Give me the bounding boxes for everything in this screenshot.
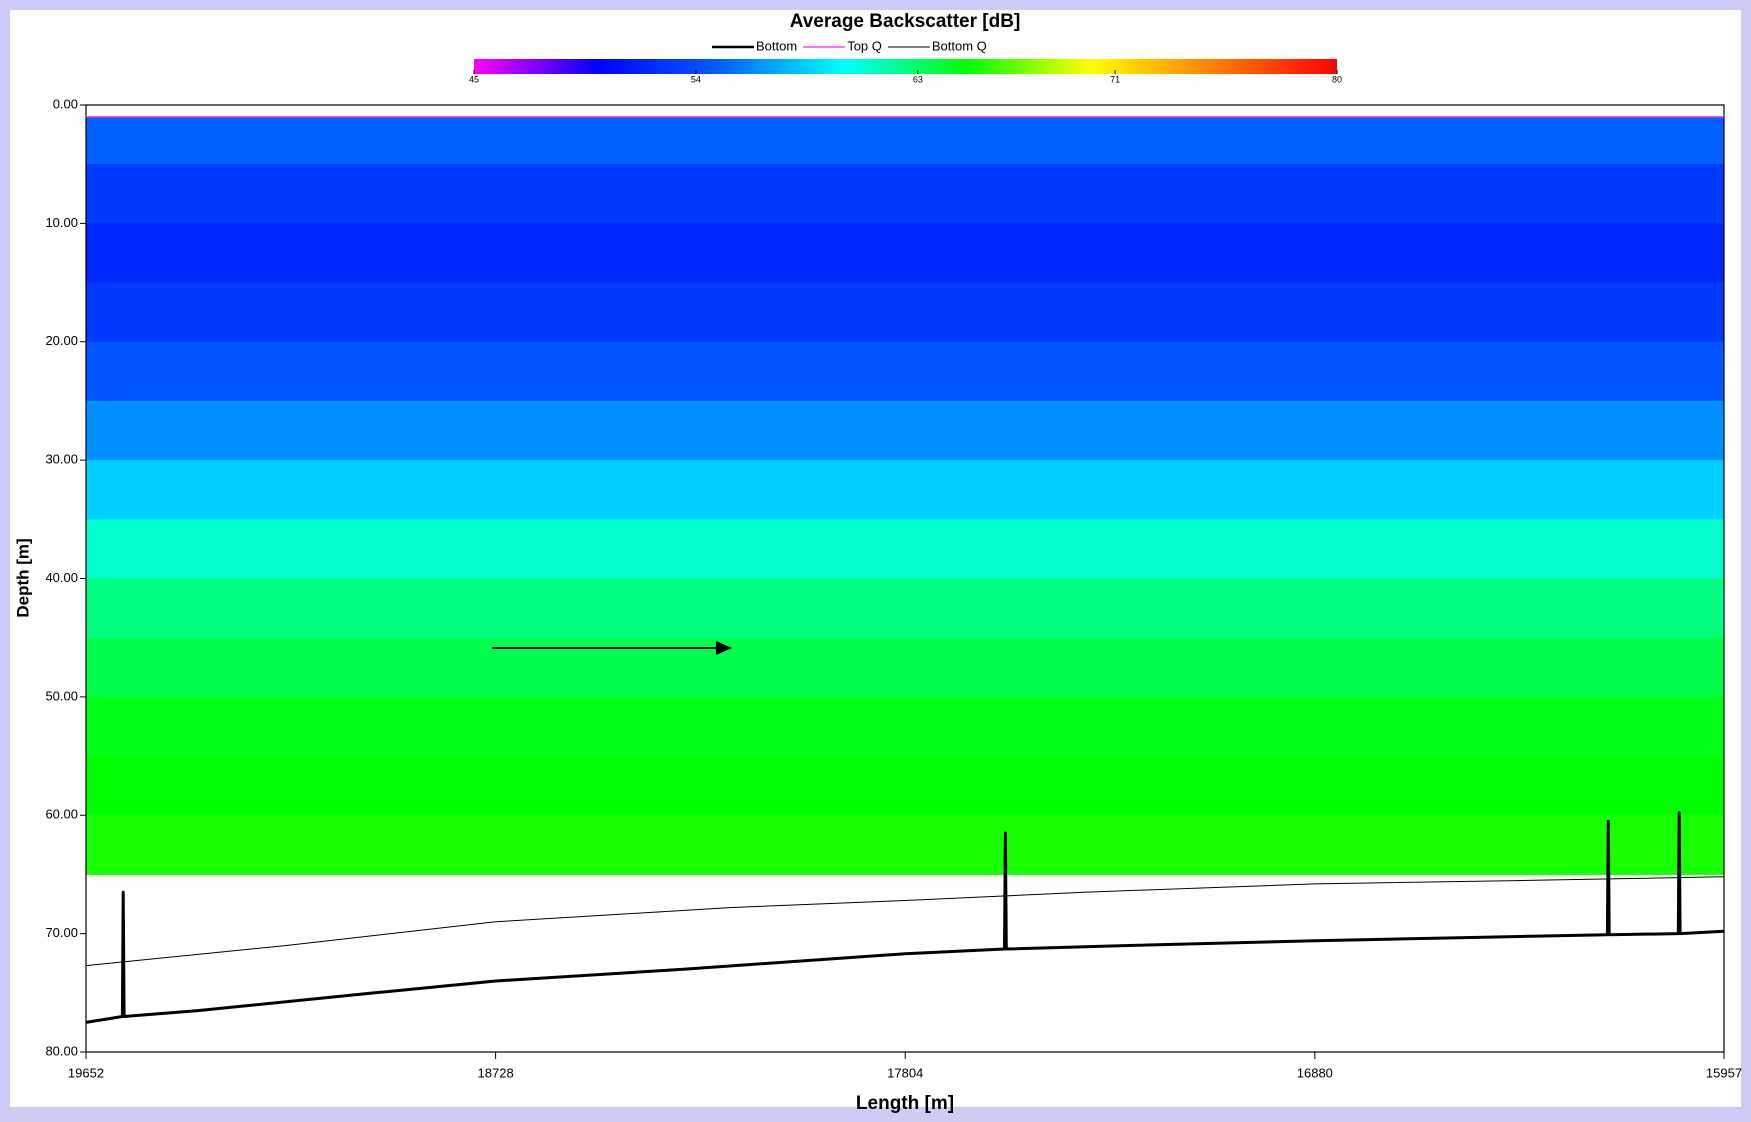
y-tick-label: 50.00 xyxy=(45,688,78,703)
y-tick-label: 80.00 xyxy=(45,1043,78,1058)
y-tick-label: 70.00 xyxy=(45,925,78,940)
y-tick-label: 10.00 xyxy=(45,215,78,230)
y-tick-label: 30.00 xyxy=(45,452,78,467)
backscatter-band xyxy=(86,164,1724,224)
colorbar xyxy=(474,59,1337,74)
x-tick-label: 15957 xyxy=(1706,1065,1742,1080)
backscatter-band xyxy=(86,578,1724,639)
legend-label: Top Q xyxy=(847,38,882,53)
y-tick-label: 40.00 xyxy=(45,570,78,585)
legend-label: Bottom xyxy=(756,38,797,53)
series-line xyxy=(85,811,1725,1024)
backscatter-band xyxy=(86,519,1724,579)
backscatter-band xyxy=(86,116,1724,165)
y-tick-label: 60.00 xyxy=(45,807,78,822)
legend-label: Bottom Q xyxy=(932,38,987,53)
x-axis-label: Length [m] xyxy=(856,1093,954,1114)
backscatter-band xyxy=(86,460,1724,520)
colorbar-tick-label: 71 xyxy=(1110,74,1120,84)
backscatter-band xyxy=(86,637,1724,698)
y-tick-label: 0.00 xyxy=(53,96,78,111)
colorbar-tick-label: 63 xyxy=(913,74,923,84)
backscatter-band xyxy=(86,756,1724,816)
chart-title: Average Backscatter [dB] xyxy=(790,11,1021,32)
x-tick-label: 16880 xyxy=(1297,1065,1333,1080)
series-line xyxy=(85,876,1725,967)
backscatter-band xyxy=(86,400,1724,461)
backscatter-band xyxy=(86,341,1724,402)
backscatter-band xyxy=(86,223,1724,284)
x-tick-label: 18728 xyxy=(478,1065,514,1080)
x-tick-label: 17804 xyxy=(887,1065,923,1080)
x-tick-label: 19652 xyxy=(68,1065,104,1080)
y-tick-label: 20.00 xyxy=(45,333,78,348)
direction-arrowhead xyxy=(716,641,732,655)
backscatter-band xyxy=(86,696,1724,757)
colorbar-tick-label: 80 xyxy=(1332,74,1342,84)
backscatter-band xyxy=(86,282,1724,343)
backscatter-band xyxy=(86,815,1724,875)
colorbar-tick-label: 45 xyxy=(469,74,479,84)
y-axis-label: Depth [m] xyxy=(13,538,32,617)
colorbar-tick-label: 54 xyxy=(691,74,701,84)
